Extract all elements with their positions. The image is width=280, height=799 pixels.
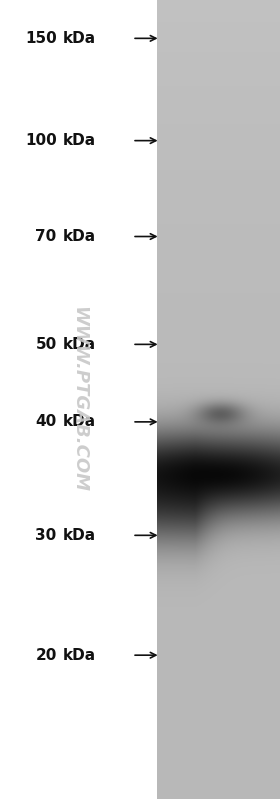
Text: kDa: kDa — [63, 648, 96, 662]
Text: 150: 150 — [25, 31, 57, 46]
Text: kDa: kDa — [63, 528, 96, 543]
Text: 20: 20 — [35, 648, 57, 662]
Text: 70: 70 — [35, 229, 57, 244]
Text: kDa: kDa — [63, 229, 96, 244]
Text: kDa: kDa — [63, 337, 96, 352]
Text: 100: 100 — [25, 133, 57, 148]
Text: 50: 50 — [35, 337, 57, 352]
Text: WWW.PTGAB.COM: WWW.PTGAB.COM — [70, 307, 88, 492]
Text: 30: 30 — [35, 528, 57, 543]
Text: kDa: kDa — [63, 415, 96, 429]
Text: 40: 40 — [35, 415, 57, 429]
Text: kDa: kDa — [63, 31, 96, 46]
Text: kDa: kDa — [63, 133, 96, 148]
